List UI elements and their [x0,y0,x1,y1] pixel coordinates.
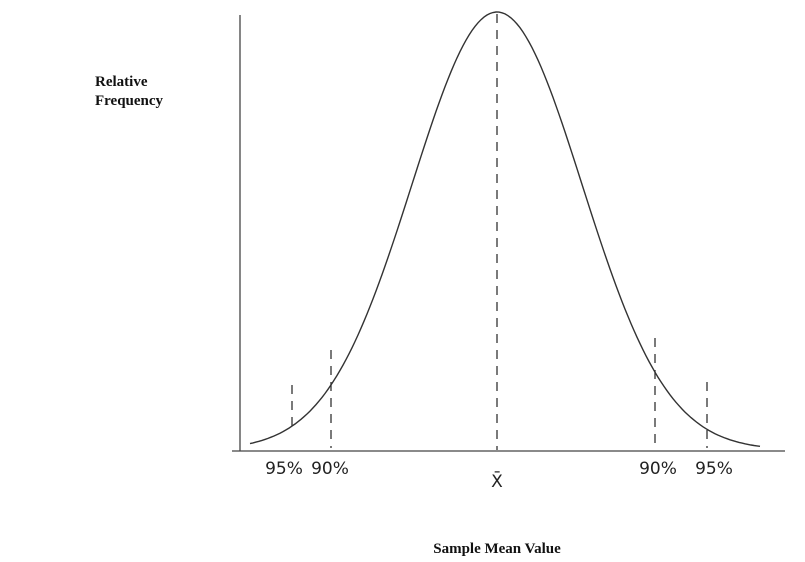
marker-label: 90% [311,459,349,479]
marker-label: X̄ [491,470,503,492]
marker-label: 90% [639,459,677,479]
marker-label: 95% [265,459,303,479]
x-label: Sample Mean Value [433,541,561,557]
y-label-line: Frequency [95,93,164,109]
marker-label: 95% [695,459,733,479]
normal-curve [249,11,761,447]
y-label-line: Relative [95,74,148,90]
